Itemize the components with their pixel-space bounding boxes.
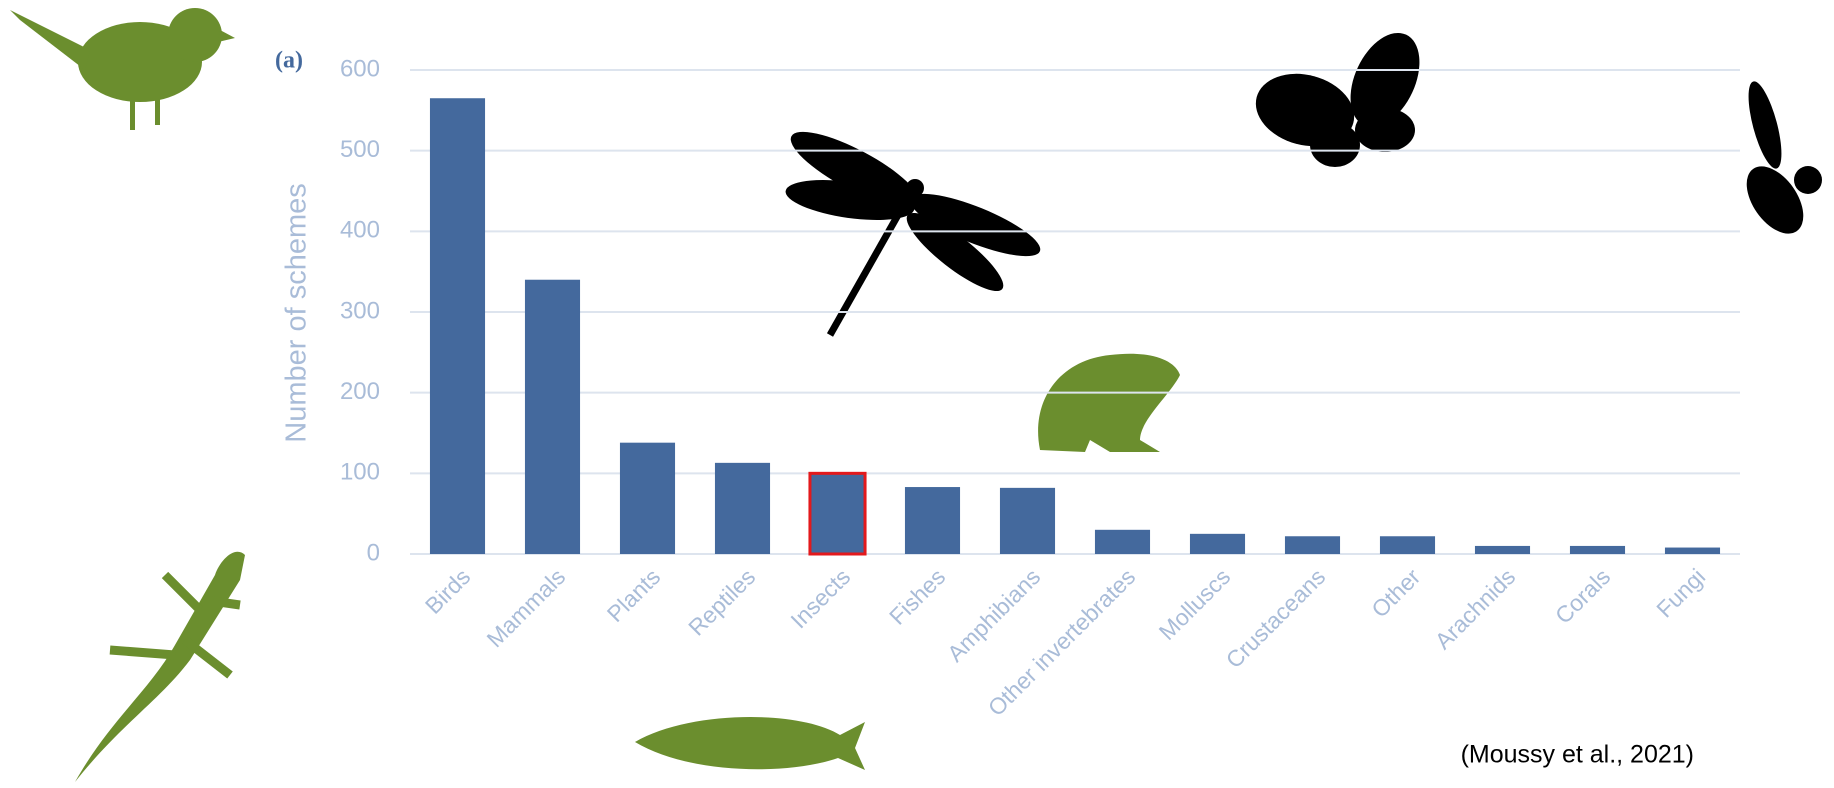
x-tick-label: Fishes: [884, 563, 950, 629]
bar: [1664, 547, 1721, 554]
x-tick-label: Other: [1366, 563, 1425, 622]
y-tick-label: 200: [340, 378, 380, 405]
bee-icon: [1746, 81, 1822, 234]
x-tick-label: Mammals: [481, 563, 570, 652]
panel-label: (a): [275, 48, 303, 74]
butterfly-icon: [1255, 32, 1420, 167]
x-tick-label: Reptiles: [683, 563, 760, 640]
bar: [808, 471, 867, 556]
x-tick-label: Plants: [602, 563, 666, 627]
y-tick-label: 300: [340, 297, 380, 324]
x-tick-label: Insects: [785, 563, 855, 633]
y-axis-title: Number of schemes: [281, 183, 313, 443]
x-tick-label: Arachnids: [1430, 563, 1521, 654]
bar: [524, 279, 581, 554]
bar: [1474, 545, 1531, 554]
x-tick-label: Crustaceans: [1221, 563, 1331, 673]
bar: [619, 442, 676, 554]
y-tick-label: 0: [367, 539, 380, 566]
bar: [904, 487, 961, 554]
y-tick-label: 400: [340, 217, 380, 244]
bar: [714, 462, 771, 554]
bird-icon: [10, 8, 235, 130]
x-tick-label: Amphibians: [942, 563, 1045, 666]
y-tick-label: 600: [340, 55, 380, 82]
lizard-icon: [75, 551, 245, 782]
bar: [1569, 545, 1626, 554]
y-tick-label: 500: [340, 136, 380, 163]
x-tick-label: Birds: [420, 563, 475, 618]
bar: [1379, 536, 1436, 554]
y-tick-label: 100: [340, 459, 380, 486]
bar: [1189, 533, 1246, 554]
x-tick-label: Fungi: [1651, 563, 1710, 622]
bar: [429, 98, 486, 554]
source-note: (Moussy et al., 2021): [1461, 741, 1694, 769]
x-tick-label: Corals: [1550, 563, 1615, 628]
frog-icon: [1038, 353, 1180, 452]
x-tick-label: Molluscs: [1154, 563, 1236, 645]
bar: [999, 487, 1056, 554]
bar: [1094, 529, 1151, 554]
fish-icon: [635, 717, 865, 770]
bar: [1284, 536, 1341, 554]
